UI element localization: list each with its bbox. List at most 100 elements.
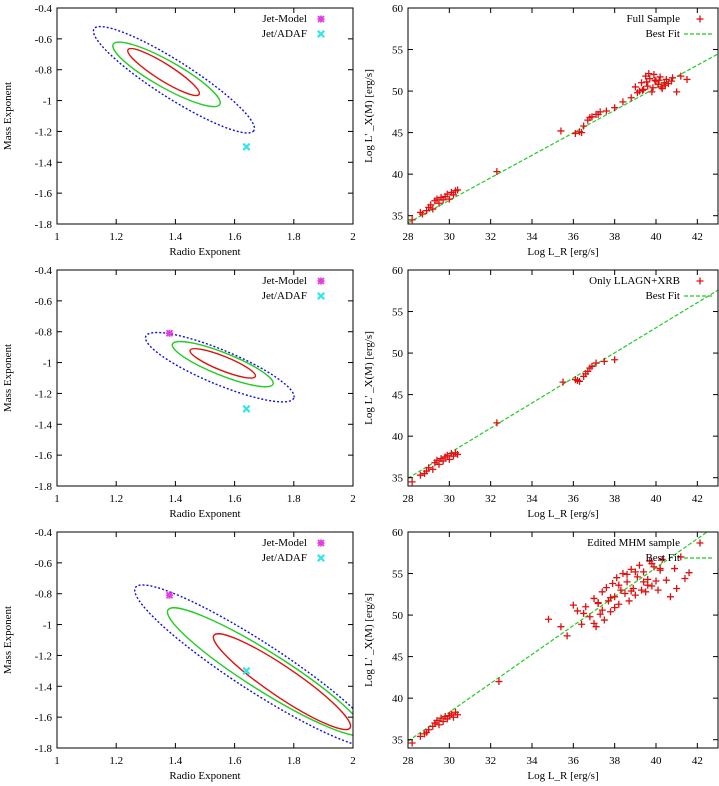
x-tick-label: 32 — [485, 493, 496, 505]
data-point — [639, 86, 647, 94]
point-jet-model — [165, 591, 174, 599]
plot-frame — [407, 269, 719, 487]
data-point — [443, 190, 451, 198]
data-point — [439, 717, 447, 725]
data-point — [669, 74, 677, 82]
x-axis-label: Radio Exponent — [169, 508, 240, 520]
data-point — [615, 581, 623, 589]
point-jet-adaf — [242, 666, 251, 675]
data-point — [600, 616, 608, 624]
data-point — [673, 584, 681, 592]
y-tick-label: 55 — [392, 45, 404, 57]
data-point — [586, 114, 594, 122]
legend-marker-jet-model — [317, 15, 325, 23]
x-tick-label: 34 — [527, 231, 539, 243]
data-point — [586, 364, 594, 372]
x-tick-label: 28 — [403, 755, 415, 767]
data-point — [677, 72, 685, 80]
x-tick-label: 42 — [692, 755, 703, 767]
data-point — [615, 600, 623, 608]
data-point — [598, 588, 606, 596]
legend-label-jet-adaf: Jet/ADAF — [262, 552, 307, 564]
y-axis-label: Log L' _X(M) [erg/s] — [363, 593, 375, 687]
data-point — [569, 601, 577, 609]
x-tick-label: 1.6 — [228, 493, 242, 505]
x-axis-label: Log L_R [erg/s] — [527, 246, 598, 258]
contour-mid — [166, 607, 353, 737]
y-tick-label: -1.8 — [35, 481, 53, 493]
x-tick-label: 36 — [568, 493, 580, 505]
data-point — [662, 576, 670, 584]
plot-frame — [407, 7, 719, 225]
y-tick-label: -1.4 — [35, 681, 53, 693]
x-tick-label: 30 — [444, 493, 456, 505]
y-tick-label: 60 — [392, 265, 404, 277]
legend-label-jet-adaf: Jet/ADAF — [262, 290, 307, 302]
data-point — [648, 582, 656, 590]
data-point — [427, 201, 435, 209]
contour-outer — [92, 25, 256, 134]
data-point — [600, 357, 608, 365]
y-tick-label: -1.6 — [35, 188, 53, 200]
data-point — [449, 191, 457, 199]
x-tick-label: 38 — [609, 755, 621, 767]
y-tick-label: -1 — [43, 358, 52, 370]
data-point — [640, 568, 648, 576]
legend-marker-sample — [696, 15, 704, 23]
data-point — [578, 620, 586, 628]
contour-inner — [127, 47, 201, 97]
data-point — [429, 465, 437, 473]
legend-label-best-fit: Best Fit — [645, 28, 680, 40]
data-point — [602, 107, 610, 115]
y-tick-label: -1.6 — [35, 712, 53, 724]
data-point — [671, 565, 679, 573]
y-tick-label: -1 — [43, 96, 52, 108]
x-tick-label: 32 — [485, 755, 496, 767]
data-point — [648, 560, 656, 568]
data-point — [683, 75, 691, 83]
legend-marker-jet-adaf — [317, 30, 325, 38]
data-point — [454, 186, 462, 194]
x-tick-label: 28 — [403, 231, 415, 243]
panel-mid-right: 28 30 32 34 36 38 40 42 35 40 45 50 55 60 Log L_R [erg… — [363, 265, 719, 520]
data-point — [644, 581, 652, 589]
data-point — [658, 555, 666, 563]
data-point — [421, 730, 429, 738]
y-tick-label: 40 — [392, 431, 404, 443]
y-tick-label: 40 — [392, 693, 404, 705]
data-point — [408, 216, 416, 224]
data-point — [557, 623, 565, 631]
data-point — [638, 586, 646, 594]
plot-area — [408, 289, 718, 486]
panel-bottom-right: 28 30 32 34 36 38 40 42 35 40 45 50 55 60 Log L_R [erg… — [363, 527, 719, 782]
data-point — [594, 110, 602, 118]
x-tick-label: 1.8 — [287, 493, 301, 505]
data-point — [627, 94, 635, 102]
y-tick-label: -1.6 — [35, 450, 53, 462]
x-tick-label: 1.2 — [109, 231, 123, 243]
data-point — [495, 678, 503, 686]
x-tick-label: 1.6 — [228, 755, 242, 767]
x-tick-label: 36 — [568, 755, 580, 767]
plot-area — [134, 584, 353, 748]
data-point — [418, 210, 426, 218]
data-point — [611, 604, 619, 612]
data-point — [596, 610, 604, 618]
data-point — [656, 73, 664, 81]
data-point — [416, 471, 424, 479]
data-point — [573, 607, 581, 615]
data-point — [433, 456, 441, 464]
data-point — [443, 451, 451, 459]
y-tick-label: 45 — [392, 390, 404, 402]
data-point — [646, 75, 654, 83]
y-tick-label: -0.8 — [35, 589, 53, 601]
y-tick-label: 50 — [392, 348, 404, 360]
x-axis-label: Radio Exponent — [169, 246, 240, 258]
data-point — [640, 85, 648, 93]
x-tick-label: 1.8 — [287, 755, 301, 767]
data-point — [644, 82, 652, 90]
data-point — [623, 570, 631, 578]
x-tick-label: 42 — [692, 231, 703, 243]
x-axis-label: Radio Exponent — [169, 770, 240, 782]
